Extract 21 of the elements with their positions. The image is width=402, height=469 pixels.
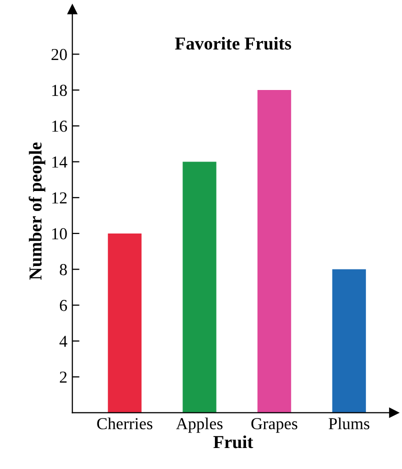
y-tick-label: 14 (52, 156, 68, 168)
bar (257, 90, 292, 413)
y-tick-label: 8 (60, 264, 67, 276)
x-tick-label: Apples (176, 418, 223, 433)
x-tick-label: Plums (328, 418, 370, 430)
y-tick-label: 10 (52, 228, 67, 240)
y-tick-label: 20 (52, 48, 67, 60)
y-tick-label: 18 (52, 84, 67, 96)
x-tick-label: Grapes (251, 418, 298, 433)
text: Favorite Fruits (175, 36, 292, 50)
bar (332, 269, 366, 413)
bar (108, 233, 142, 413)
y-tick-label: 2 (60, 372, 67, 383)
y-tick-label: 6 (60, 300, 67, 312)
y-tick-label: 12 (52, 192, 67, 204)
y-tick-label: 16 (52, 120, 67, 132)
y-axis-title: Number of people (28, 142, 46, 280)
y-tick-label: 4 (59, 336, 68, 347)
bar (182, 162, 216, 413)
x-axis-title: Fruit (213, 435, 254, 448)
x-tick-label: Cherries (97, 418, 152, 430)
